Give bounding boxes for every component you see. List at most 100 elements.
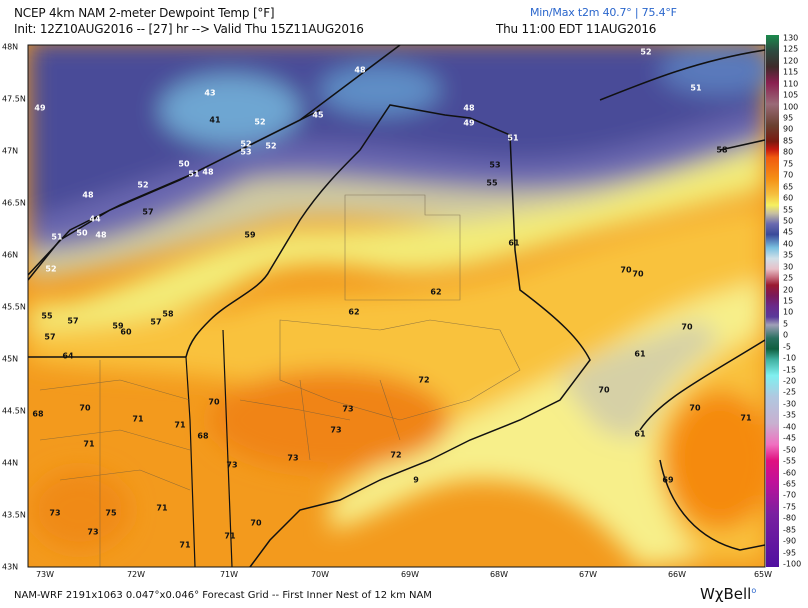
colorbar [766, 35, 779, 567]
station-value: 48 [95, 230, 107, 240]
colorbar-tick-label: 75 [783, 159, 794, 169]
colorbar-tick-label: 20 [783, 285, 794, 295]
colorbar-tick-label: 65 [783, 182, 794, 192]
station-value: 52 [45, 264, 57, 274]
station-value: 52 [137, 180, 149, 190]
wxbell-logo: WχBello [700, 585, 757, 603]
station-value: 55 [486, 178, 498, 188]
colorbar-tick-label: -40 [783, 422, 797, 432]
station-value: 44 [89, 214, 101, 224]
lat-label: 45.5N [2, 302, 26, 312]
station-value: 68 [32, 409, 44, 419]
colorbar-tick-label: 110 [783, 79, 799, 89]
colorbar-tick-label: -20 [783, 376, 797, 386]
station-value: 71 [174, 420, 186, 430]
station-value: 52 [265, 141, 277, 151]
lon-label: 72W [126, 570, 146, 579]
lat-label: 43N [2, 562, 19, 572]
station-value: 73 [49, 508, 61, 518]
init-valid-line: Init: 12Z10AUG2016 -- [27] hr --> Valid … [14, 22, 364, 36]
colorbar-tick-label: 100 [783, 102, 799, 112]
lon-label: 73W [35, 570, 55, 579]
station-value: 49 [463, 118, 475, 128]
station-value: 71 [179, 540, 191, 550]
colorbar-tick-label: -15 [783, 365, 797, 375]
colorbar-tick-label: -25 [783, 387, 797, 397]
colorbar-tick-label: 90 [783, 124, 794, 134]
station-value: 62 [430, 287, 442, 297]
station-value: 64 [62, 351, 74, 361]
colorbar-tick-label: -5 [783, 342, 791, 352]
station-value: 75 [105, 508, 117, 518]
station-value: 70 [208, 397, 220, 407]
station-value: 51 [188, 169, 200, 179]
station-value: 53 [240, 147, 252, 157]
colorbar-tick-label: 120 [783, 56, 799, 66]
colorbar-tick-label: 15 [783, 296, 794, 306]
station-value: 48 [463, 103, 475, 113]
station-value: 71 [156, 503, 168, 513]
station-value: 55 [41, 311, 53, 321]
station-value: 70 [250, 518, 262, 528]
colorbar-tick-label: -60 [783, 468, 797, 478]
station-value: 73 [87, 527, 99, 537]
station-value: 52 [640, 47, 652, 57]
station-value: 70 [620, 265, 632, 275]
station-value: 51 [507, 133, 519, 143]
lon-label: 68W [489, 570, 509, 579]
colorbar-tick-label: 5 [783, 319, 789, 329]
station-value: 70 [598, 385, 610, 395]
station-value: 61 [508, 238, 520, 248]
station-value: 61 [634, 349, 646, 359]
lat-label: 44.5N [2, 406, 26, 416]
station-value: 48 [82, 190, 94, 200]
min-max-readout: Min/Max t2m 40.7° | 75.4°F [530, 6, 677, 19]
colorbar-tick-label: 10 [783, 307, 794, 317]
colorbar-tick-label: 50 [783, 216, 794, 226]
station-value: 71 [132, 414, 144, 424]
station-value: 68 [197, 431, 209, 441]
station-value: 9 [413, 475, 419, 485]
footer-note: NAM-WRF 2191x1063 0.047°x0.046° Forecast… [14, 590, 432, 601]
station-value: 73 [342, 404, 354, 414]
colorbar-tick-label: 125 [783, 44, 799, 54]
station-value: 57 [150, 317, 162, 327]
station-value: 52 [254, 117, 266, 127]
lon-label: 71W [219, 570, 239, 579]
colorbar-tick-label: -50 [783, 445, 797, 455]
station-value: 62 [348, 307, 360, 317]
colorbar-tick-label: -90 [783, 536, 797, 546]
station-value: 72 [418, 375, 430, 385]
station-value: 58 [716, 145, 728, 155]
colorbar-tick-label: 55 [783, 205, 794, 215]
station-value: 53 [489, 160, 501, 170]
colorbar-tick-label: 85 [783, 136, 794, 146]
colorbar-tick-label: -65 [783, 479, 797, 489]
station-value: 59 [112, 321, 124, 331]
station-value: 51 [51, 232, 63, 242]
lon-label: 65W [753, 570, 773, 579]
station-value: 70 [681, 322, 693, 332]
station-value: 59 [244, 230, 256, 240]
colorbar-tick-label: -100 [783, 559, 802, 569]
station-value: 48 [202, 167, 214, 177]
colorbar-tick-label: 105 [783, 90, 799, 100]
colorbar-tick-label: -45 [783, 433, 797, 443]
station-value: 69 [662, 475, 674, 485]
station-value: 49 [34, 103, 46, 113]
lat-label: 46.5N [2, 198, 26, 208]
station-value: 57 [67, 316, 79, 326]
colorbar-tick-label: -85 [783, 525, 797, 535]
station-value: 52 [240, 139, 252, 149]
colorbar-tick-label: -55 [783, 456, 797, 466]
colorbar-tick-label: -70 [783, 490, 797, 500]
colorbar-tick-label: -80 [783, 513, 797, 523]
station-value: 58 [162, 309, 174, 319]
colorbar-tick-label: 25 [783, 273, 794, 283]
station-value: 41 [209, 115, 221, 125]
colorbar-tick-label: -95 [783, 548, 797, 558]
station-value: 70 [79, 403, 91, 413]
colorbar-tick-label: -10 [783, 353, 797, 363]
lat-label: 47N [2, 146, 19, 156]
